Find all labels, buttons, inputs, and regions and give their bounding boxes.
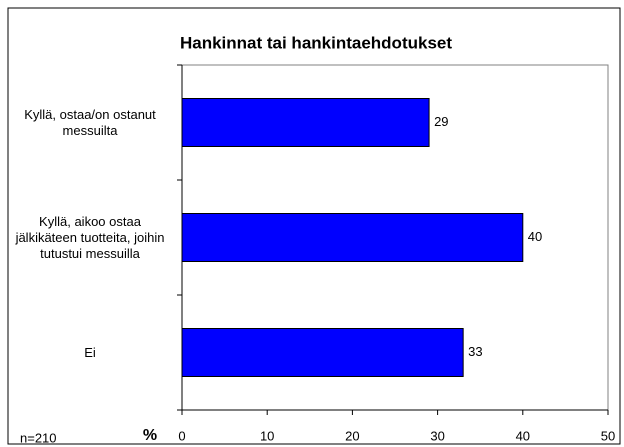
x-tick-label: 50 — [601, 428, 615, 443]
x-tick-label: 40 — [516, 428, 530, 443]
chart-title: Hankinnat tai hankintaehdotukset — [180, 33, 452, 52]
x-tick-label: 20 — [345, 428, 359, 443]
chart-border — [7, 7, 621, 445]
x-axis-label: % — [143, 427, 157, 444]
x-tick-label: 30 — [430, 428, 444, 443]
data-label: 33 — [468, 344, 482, 359]
bar — [181, 328, 464, 377]
bar — [181, 213, 524, 262]
x-tick-label: 10 — [260, 428, 274, 443]
bar — [181, 98, 430, 147]
data-label: 29 — [434, 114, 448, 129]
category-label: Kyllä, aikoo ostaa jälkikäteen tuotteita… — [15, 213, 165, 261]
data-label: 40 — [528, 229, 542, 244]
category-label: Kyllä, ostaa/on ostanut messuilta — [24, 106, 156, 138]
category-label: Ei — [84, 344, 96, 360]
x-tick-label: 0 — [178, 428, 185, 443]
note: n=210 — [20, 430, 57, 445]
